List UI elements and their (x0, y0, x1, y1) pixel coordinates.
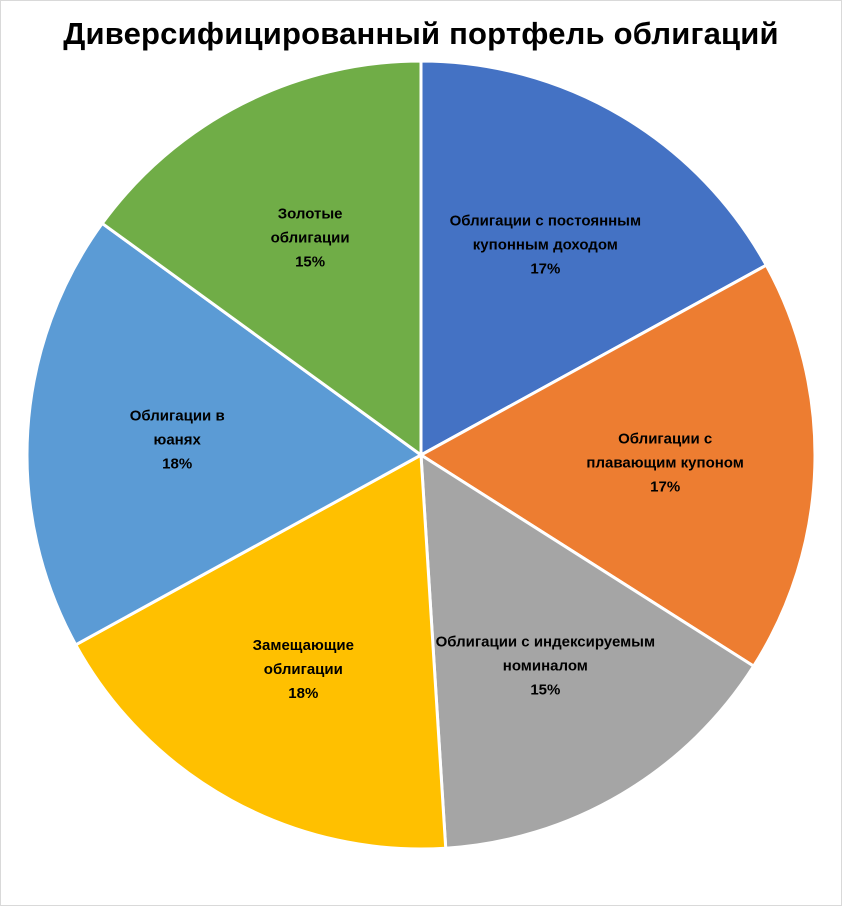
slice-name-line: Облигации с постоянным (450, 213, 642, 230)
pie-slice-5 (25, 221, 423, 647)
pie-slice-2 (419, 263, 817, 668)
slice-name-line: облигации (264, 661, 343, 678)
pie-slice-6 (100, 59, 423, 457)
slice-name-line: юанях (154, 432, 202, 449)
pie-slice-4 (74, 453, 448, 851)
slice-label-3: Облигации с индексируемым номиналом 15% (436, 633, 656, 698)
slice-percent-label: 17% (530, 261, 560, 278)
pie-slice-1 (419, 59, 768, 457)
slice-percent-label: 15% (295, 253, 325, 270)
slice-percent-label: 18% (288, 685, 318, 702)
slice-name-line: купонным доходом (473, 237, 618, 254)
slice-label-4: Замещающие облигации 18% (253, 637, 354, 702)
slice-name-line: Золотые (278, 205, 343, 222)
slice-name-line: облигации (271, 229, 350, 246)
pie-slice-3 (419, 453, 756, 850)
slice-label-1: Облигации с постоянным купонным доходом 17… (450, 213, 642, 278)
slice-label-6: Золотые облигации 15% (271, 205, 350, 270)
slice-name-line: Облигации в (130, 408, 225, 425)
slice-label-2: Облигации с плавающим купоном 17% (586, 431, 743, 496)
slice-percent-label: 17% (650, 479, 680, 496)
slice-percent-label: 15% (530, 681, 560, 698)
slice-name-line: номиналом (503, 657, 588, 674)
slice-name-line: Облигации с индексируемым (436, 633, 656, 650)
slice-percent-label: 18% (162, 456, 192, 473)
slice-label-5: Облигации в юанях 18% (130, 408, 225, 473)
chart-title: Диверсифицированный портфель облигаций (63, 16, 779, 51)
slice-name-line: Облигации с (618, 431, 712, 448)
slice-name-line: Замещающие (253, 637, 354, 654)
slice-name-line: плавающим купоном (586, 455, 743, 472)
